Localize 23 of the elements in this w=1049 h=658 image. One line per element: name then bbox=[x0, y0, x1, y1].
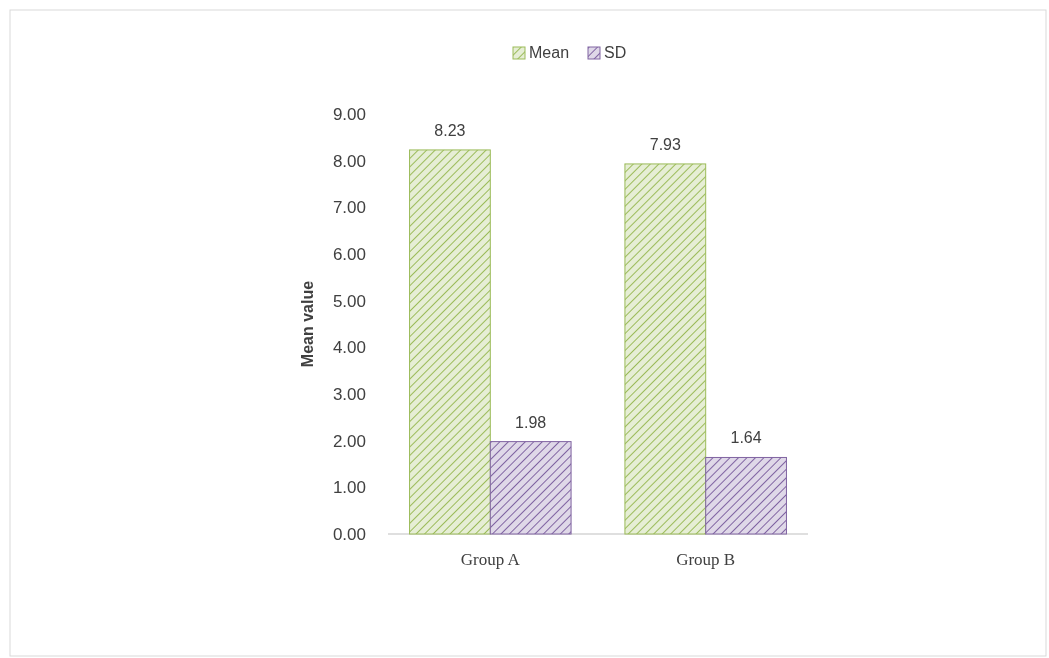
bar bbox=[489, 441, 572, 535]
x-tick-label: Group A bbox=[460, 550, 521, 569]
y-tick-label: 8.00 bbox=[332, 151, 366, 171]
y-tick-label: 6.00 bbox=[332, 244, 366, 264]
bar bbox=[705, 456, 787, 535]
legend-label: Mean bbox=[529, 44, 570, 61]
data-label: 8.23 bbox=[434, 121, 466, 139]
y-tick-label: 1.00 bbox=[332, 478, 366, 498]
y-axis-title: Mean value bbox=[299, 280, 316, 368]
bar bbox=[409, 149, 491, 535]
y-tick-label: 7.00 bbox=[332, 198, 366, 218]
data-label: 1.98 bbox=[515, 413, 547, 431]
y-tick-label: 0.00 bbox=[332, 524, 366, 544]
y-tick-label: 5.00 bbox=[332, 291, 366, 311]
data-label: 7.93 bbox=[649, 135, 681, 153]
y-tick-label: 2.00 bbox=[332, 431, 366, 451]
y-tick-label: 4.00 bbox=[332, 338, 366, 358]
y-tick-label: 9.00 bbox=[332, 104, 366, 124]
x-tick-label: Group B bbox=[676, 550, 736, 569]
y-tick-label: 3.00 bbox=[332, 384, 366, 404]
legend-label: SD bbox=[604, 44, 627, 61]
data-label: 1.64 bbox=[730, 429, 762, 447]
bar bbox=[624, 163, 707, 535]
